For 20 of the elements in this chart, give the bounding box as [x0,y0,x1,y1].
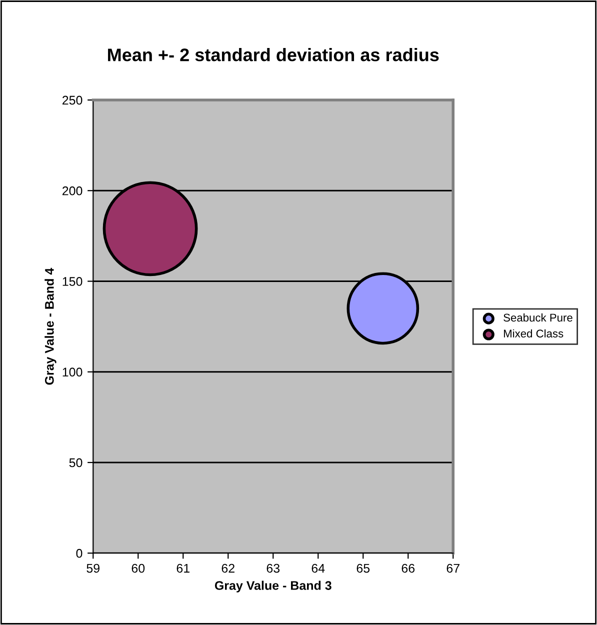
x-tick-label: 59 [86,564,100,573]
y-tick-label: 50 [69,458,82,468]
y-tick-label: 250 [62,96,82,105]
y-axis-title: Gray Value - Band 4 [44,268,56,385]
chart-title: Mean +- 2 standard deviation as radius [108,48,439,62]
x-tick-label: 65 [356,564,370,573]
x-tick-label: 61 [176,564,190,573]
x-tick-label: 60 [132,564,145,573]
x-tick-label: 63 [266,564,280,573]
y-tick-label: 100 [62,368,82,377]
x-tick-label: 62 [222,564,234,573]
legend-label: Mixed Class [504,329,564,338]
y-tick-label: 200 [62,186,82,196]
legend-label: Seabuck Pure [504,313,572,322]
x-tick-label: 64 [312,564,325,573]
x-axis-title: Gray Value - Band 3 [214,580,332,592]
x-tick-label: 66 [402,564,415,573]
y-tick-label: 0 [76,548,82,558]
x-tick-label: 67 [446,564,460,573]
y-tick-label: 150 [62,277,82,286]
